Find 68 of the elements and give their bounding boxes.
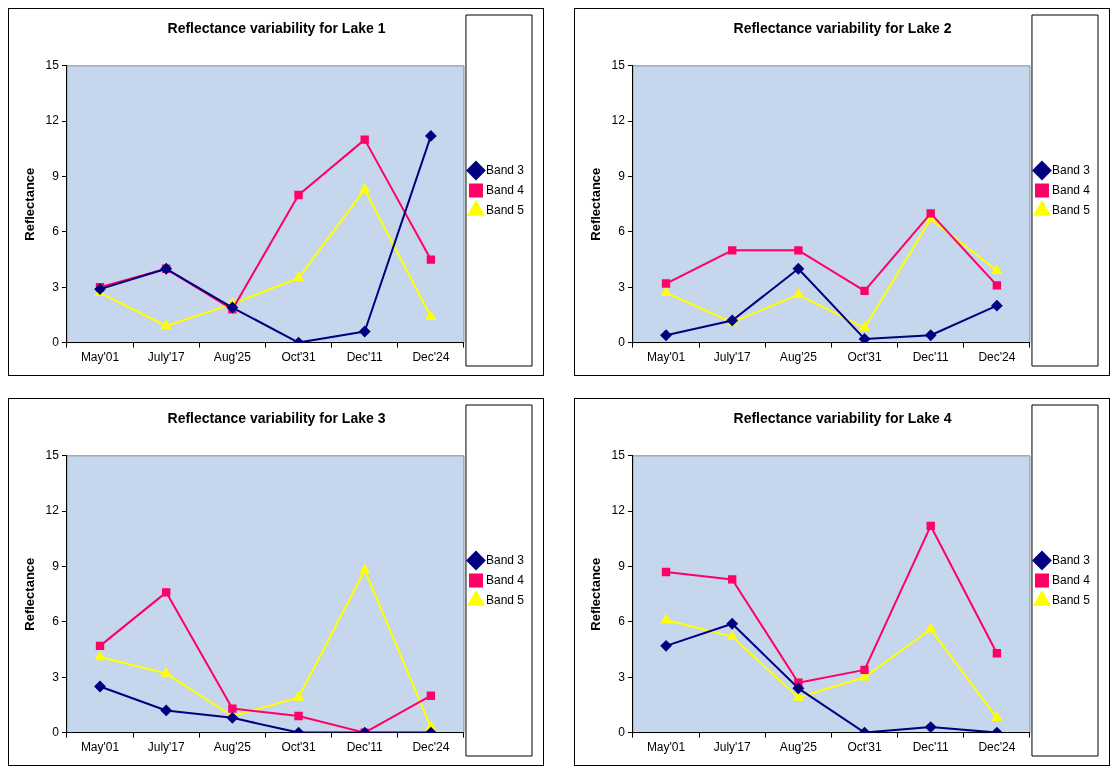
x-tick-label: Dec'24 [978, 350, 1016, 365]
y-tick-label: 0 [52, 724, 60, 739]
y-tick-label: 3 [52, 279, 60, 294]
chart-title: Reflectance variability for Lake 1 [167, 20, 386, 37]
legend-label: Band 5 [1051, 592, 1091, 607]
y-axis-title: Reflectance [588, 167, 604, 241]
y-tick-label: 15 [45, 58, 60, 73]
x-tick-label: Oct'31 [847, 350, 883, 365]
x-tick-label: May'01 [80, 740, 120, 755]
y-tick-label: 9 [52, 558, 60, 573]
x-tick-label: Dec'11 [346, 350, 384, 365]
legend-label: Band 4 [1051, 572, 1091, 587]
legend-label: Band 3 [1051, 552, 1091, 567]
x-tick-label: July'17 [713, 740, 752, 755]
x-tick-label: Aug'25 [779, 740, 818, 755]
x-tick-label: Aug'25 [779, 350, 818, 365]
x-tick-label: Aug'25 [213, 350, 252, 365]
y-tick-label: 3 [618, 279, 626, 294]
x-tick-label: Dec'11 [912, 740, 950, 755]
x-tick-label: July'17 [147, 350, 186, 365]
y-tick-label: 0 [52, 334, 60, 349]
x-tick-label: Dec'11 [346, 740, 384, 755]
y-tick-label: 15 [45, 448, 60, 463]
y-axis-title: Reflectance [22, 167, 38, 241]
legend-label: Band 3 [485, 162, 525, 177]
chart-title: Reflectance variability for Lake 2 [733, 20, 952, 37]
legend-label: Band 3 [485, 552, 525, 567]
x-tick-label: May'01 [80, 350, 120, 365]
x-tick-label: Oct'31 [281, 350, 317, 365]
x-tick-label: Oct'31 [847, 740, 883, 755]
x-tick-label: May'01 [646, 740, 686, 755]
x-tick-label: Dec'24 [978, 740, 1016, 755]
y-tick-label: 6 [618, 224, 626, 239]
x-tick-label: Dec'24 [412, 740, 450, 755]
x-tick-label: May'01 [646, 350, 686, 365]
legend-label: Band 3 [1051, 162, 1091, 177]
y-tick-label: 15 [611, 448, 626, 463]
legend-label: Band 5 [1051, 202, 1091, 217]
y-axis-title: Reflectance [22, 557, 38, 631]
x-tick-label: July'17 [713, 350, 752, 365]
y-tick-label: 12 [611, 503, 626, 518]
y-tick-label: 0 [618, 334, 626, 349]
y-tick-label: 12 [45, 503, 60, 518]
y-tick-label: 6 [52, 224, 60, 239]
y-tick-label: 15 [611, 58, 626, 73]
legend-label: Band 4 [485, 572, 525, 587]
x-tick-label: Oct'31 [281, 740, 317, 755]
legend-label: Band 5 [485, 202, 525, 217]
y-tick-label: 6 [618, 614, 626, 629]
y-tick-label: 3 [52, 669, 60, 684]
x-tick-label: Dec'24 [412, 350, 450, 365]
chart-title: Reflectance variability for Lake 4 [733, 410, 952, 427]
y-tick-label: 3 [618, 669, 626, 684]
legend-label: Band 4 [1051, 182, 1091, 197]
y-tick-label: 12 [611, 113, 626, 128]
y-tick-label: 9 [52, 168, 60, 183]
legend-label: Band 4 [485, 182, 525, 197]
legend-label: Band 5 [485, 592, 525, 607]
x-tick-label: Aug'25 [213, 740, 252, 755]
y-tick-label: 0 [618, 724, 626, 739]
y-tick-label: 9 [618, 558, 626, 573]
y-axis-title: Reflectance [588, 557, 604, 631]
y-tick-label: 12 [45, 113, 60, 128]
y-tick-label: 9 [618, 168, 626, 183]
x-tick-label: Dec'11 [912, 350, 950, 365]
x-tick-label: July'17 [147, 740, 186, 755]
chart-title: Reflectance variability for Lake 3 [167, 410, 386, 427]
y-tick-label: 6 [52, 614, 60, 629]
